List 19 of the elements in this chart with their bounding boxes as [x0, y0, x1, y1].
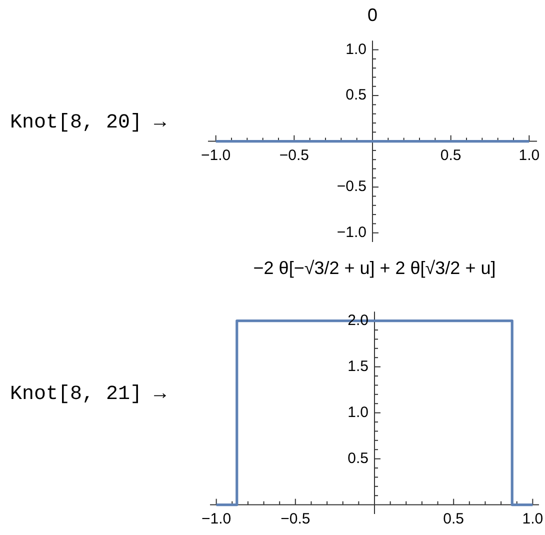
x-tick-label: 0.5: [443, 510, 464, 528]
chart-title: −2 θ[−√3/2 + u] + 2 θ[√3/2 + u]: [253, 258, 496, 278]
chart-title: 0: [367, 4, 378, 25]
text: Knot[8, 21] →: [10, 383, 166, 406]
y-tick-label: 1.5: [348, 358, 368, 375]
x-tick-label: −1.0: [201, 146, 231, 164]
x-tick-label: 0.5: [440, 146, 462, 164]
x-tick-label: 1.0: [522, 510, 544, 528]
x-tick-label: −1.0: [202, 510, 232, 528]
x-tick-label: −0.5: [280, 510, 310, 528]
y-tick-label: 0.5: [346, 86, 366, 104]
text: Knot[8, 20] →: [10, 112, 166, 135]
y-tick-label: 1.0: [346, 40, 366, 58]
x-tick-label: −0.5: [279, 146, 309, 164]
y-tick-label: −0.5: [336, 178, 366, 196]
y-tick-label: 0.5: [348, 450, 368, 467]
x-tick-label: 1.0: [518, 146, 540, 164]
y-tick-label: 1.0: [348, 404, 368, 421]
y-tick-label: −1.0: [336, 224, 366, 241]
